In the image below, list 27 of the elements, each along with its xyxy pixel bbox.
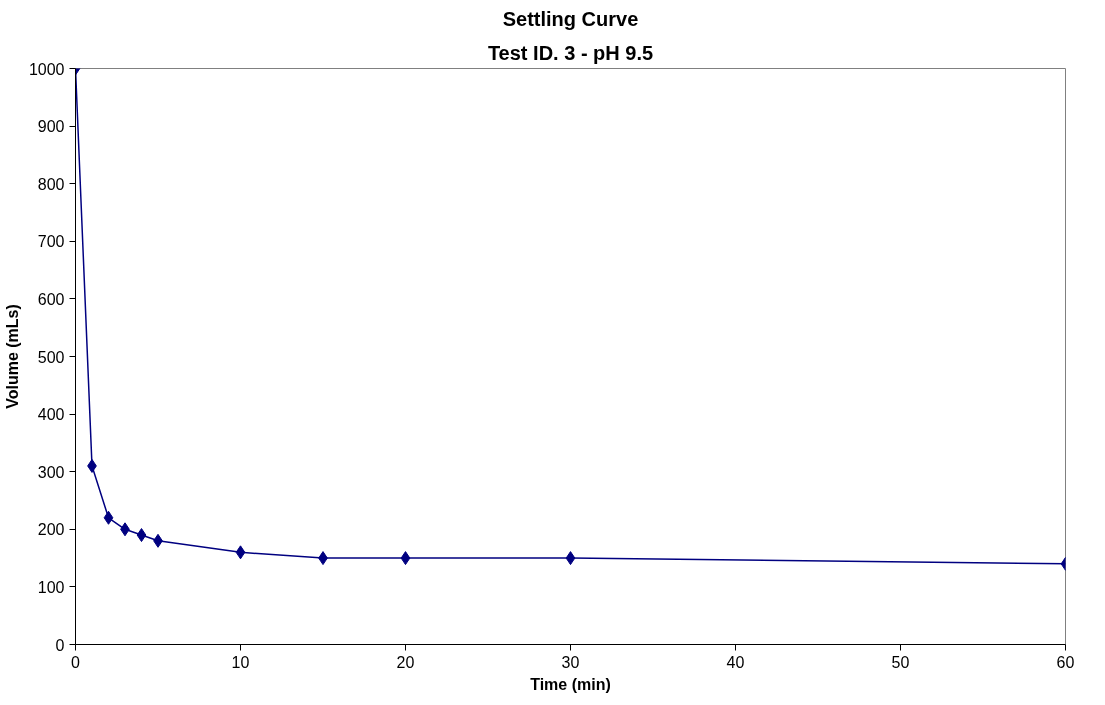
x-tick-label: 30 (561, 653, 580, 671)
x-tick-label: 20 (396, 653, 415, 671)
y-tick-label: 900 (37, 118, 65, 136)
point (400, 551, 411, 566)
x-tick-label: 10 (231, 653, 250, 671)
x-tick-label: 60 (1056, 653, 1075, 671)
point (565, 551, 576, 566)
y-tick-label: 200 (37, 521, 65, 539)
point (136, 528, 147, 543)
y-tick-label: 700 (37, 233, 65, 251)
y-tick-label: 300 (37, 463, 65, 481)
x-axis-title: Time (min) (530, 675, 611, 693)
x-tick-label: 50 (891, 653, 910, 671)
y-tick-label: 800 (37, 175, 65, 193)
point (235, 545, 246, 560)
chart-subtitle: Test ID. 3 - pH 9.5 (487, 41, 654, 64)
x-tick-label: 0 (71, 653, 81, 671)
chart-title: Settling Curve (502, 7, 639, 30)
y-tick-label: 500 (37, 348, 65, 366)
x-tick-label: 40 (726, 653, 745, 671)
y-tick-label: 100 (37, 578, 65, 596)
y-tick-label: 600 (37, 290, 65, 308)
y-tick-label: 1000 (28, 60, 65, 78)
y-axis-title: Volume (mLs) (3, 304, 21, 409)
point (103, 510, 114, 525)
y-tick-label: 0 (55, 636, 65, 654)
y-tick-label: 400 (37, 406, 65, 424)
